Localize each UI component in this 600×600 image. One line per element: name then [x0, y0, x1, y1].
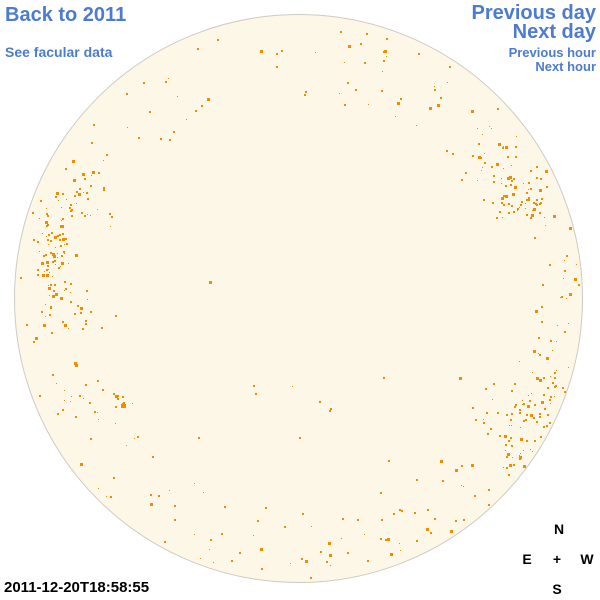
compass-east-label: E	[522, 551, 532, 567]
compass-center-mark: +	[552, 551, 562, 567]
next-hour-link[interactable]: Next hour	[535, 59, 596, 74]
hour-navigation: Previous hour Next hour	[509, 46, 596, 74]
solar-disk	[14, 14, 583, 583]
back-to-year-link[interactable]: Back to 2011	[5, 4, 127, 26]
compass-north-label: N	[553, 521, 565, 537]
compass-west-label: W	[580, 551, 594, 567]
next-day-link[interactable]: Next day	[512, 21, 596, 43]
compass-south-label: S	[552, 581, 562, 597]
previous-hour-link[interactable]: Previous hour	[508, 45, 596, 60]
previous-day-link[interactable]: Previous day	[471, 2, 596, 24]
observation-timestamp: 2011-12-20T18:58:55	[4, 579, 150, 596]
see-facular-data-link[interactable]: See facular data	[5, 44, 113, 60]
day-navigation: Previous day Next day	[471, 2, 596, 43]
